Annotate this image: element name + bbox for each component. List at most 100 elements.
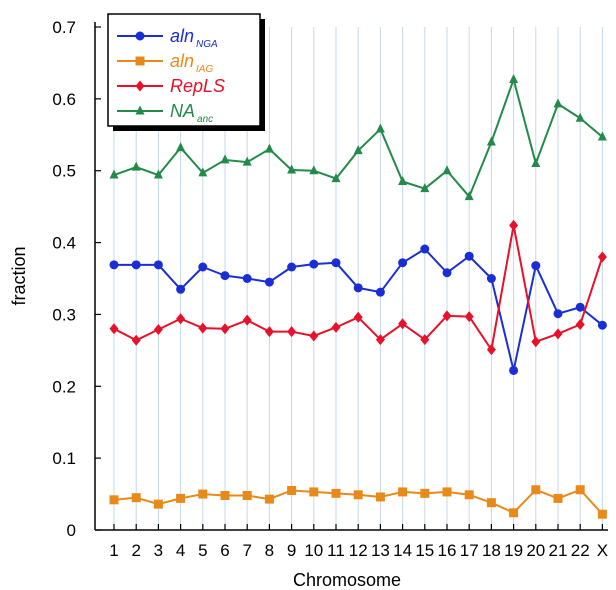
data-point [109, 169, 119, 179]
data-point [109, 495, 119, 505]
data-point [264, 277, 274, 287]
data-point [131, 260, 141, 270]
data-point [420, 183, 430, 193]
data-point [531, 261, 541, 271]
data-point [220, 271, 230, 281]
series-repls [109, 219, 607, 356]
x-tick-label: X [597, 541, 608, 560]
data-point [353, 311, 363, 323]
data-point [198, 322, 208, 334]
data-point [509, 219, 519, 231]
y-tick-label: 0.2 [52, 377, 76, 396]
y-tick-label: 0.6 [52, 90, 76, 109]
data-point [375, 287, 385, 297]
data-point [442, 165, 452, 175]
data-point [353, 283, 363, 293]
x-tick-label: 14 [393, 541, 412, 560]
legend-marker [135, 56, 145, 66]
data-point [309, 165, 319, 175]
x-tick-label: 5 [198, 541, 207, 560]
data-point [153, 260, 163, 270]
data-point [486, 498, 496, 508]
x-axis-ticks: 1 2 3 4 5 6 7 8 9 10 11 12 13 14 15 16 17 18 19 20 21 22 X [109, 524, 608, 560]
data-point [264, 326, 274, 338]
x-tick-label: 19 [504, 541, 523, 560]
data-point [597, 509, 607, 519]
data-point [442, 268, 452, 278]
data-point [176, 284, 186, 294]
data-point [464, 191, 474, 201]
data-point [176, 493, 186, 503]
data-point [464, 490, 474, 500]
x-tick-label: 4 [176, 541, 185, 560]
legend-marker [135, 105, 145, 115]
x-tick-label: 9 [287, 541, 296, 560]
data-point [153, 169, 163, 179]
data-point [353, 490, 363, 500]
data-point [597, 251, 607, 263]
data-point [331, 321, 341, 333]
data-point [153, 499, 163, 509]
y-tick-label: 0.4 [52, 234, 76, 253]
data-point [220, 491, 230, 501]
data-point [242, 274, 252, 283]
data-point [198, 489, 208, 499]
data-point [486, 274, 496, 283]
data-point [198, 167, 208, 177]
data-point [242, 491, 252, 501]
x-tick-label: 13 [371, 541, 390, 560]
x-tick-label: 15 [415, 541, 434, 560]
legend-box [107, 13, 261, 127]
x-tick-label: 8 [265, 541, 274, 560]
x-tick-label: 2 [131, 541, 140, 560]
data-point [287, 262, 297, 272]
data-point [531, 485, 541, 495]
x-tick-label: 21 [549, 541, 568, 560]
data-point [398, 258, 408, 268]
data-point [309, 259, 319, 269]
data-point [553, 328, 563, 340]
data-point [575, 318, 585, 330]
data-point [353, 145, 363, 155]
x-tick-label: 12 [349, 541, 368, 560]
data-point [287, 485, 297, 495]
data-point [131, 161, 141, 171]
data-point [375, 334, 385, 346]
data-point [220, 154, 230, 164]
x-tick-label: 22 [571, 541, 590, 560]
x-tick-label: 3 [154, 541, 163, 560]
data-point [176, 142, 186, 152]
x-tick-label: 6 [220, 541, 229, 560]
data-point [109, 323, 119, 335]
data-point [597, 131, 607, 141]
data-point [331, 258, 341, 268]
data-point [575, 485, 585, 495]
data-point [553, 98, 563, 108]
series-group [109, 73, 607, 519]
x-tick-label: 18 [482, 541, 501, 560]
y-tick-label: 0 [67, 521, 76, 540]
data-point [509, 508, 519, 518]
data-point [242, 156, 252, 166]
data-point [264, 143, 274, 153]
data-point [176, 313, 186, 325]
legend-label: RepLS [170, 76, 225, 96]
data-point [531, 336, 541, 348]
data-point [398, 175, 408, 185]
data-point [575, 302, 585, 312]
data-point [509, 365, 519, 375]
data-point [287, 164, 297, 174]
data-point [531, 158, 541, 168]
data-point [264, 494, 274, 504]
x-tick-label: 10 [304, 541, 323, 560]
y-axis-title: fraction [9, 246, 29, 305]
data-point [109, 260, 119, 270]
data-point [398, 318, 408, 330]
x-tick-label: 16 [438, 541, 457, 560]
series-aln-iag [109, 485, 607, 519]
data-point [309, 330, 319, 342]
data-point [464, 311, 474, 323]
data-point [375, 123, 385, 133]
